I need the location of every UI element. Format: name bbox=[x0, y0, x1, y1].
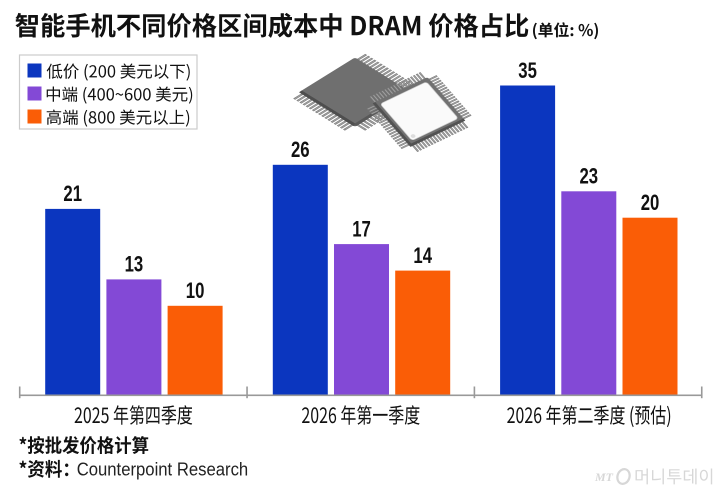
svg-text:Counterpoint Research: Counterpoint Research bbox=[77, 459, 249, 480]
svg-text:23: 23 bbox=[580, 164, 599, 189]
svg-text:MT: MT bbox=[594, 470, 614, 484]
svg-text:10: 10 bbox=[186, 278, 205, 303]
svg-text:26: 26 bbox=[291, 137, 310, 162]
svg-text:17: 17 bbox=[352, 216, 371, 241]
svg-text:13: 13 bbox=[125, 252, 144, 277]
svg-text:21: 21 bbox=[63, 181, 82, 206]
svg-text:20: 20 bbox=[641, 190, 660, 215]
svg-text:35: 35 bbox=[518, 58, 537, 83]
svg-text:14: 14 bbox=[413, 243, 432, 268]
